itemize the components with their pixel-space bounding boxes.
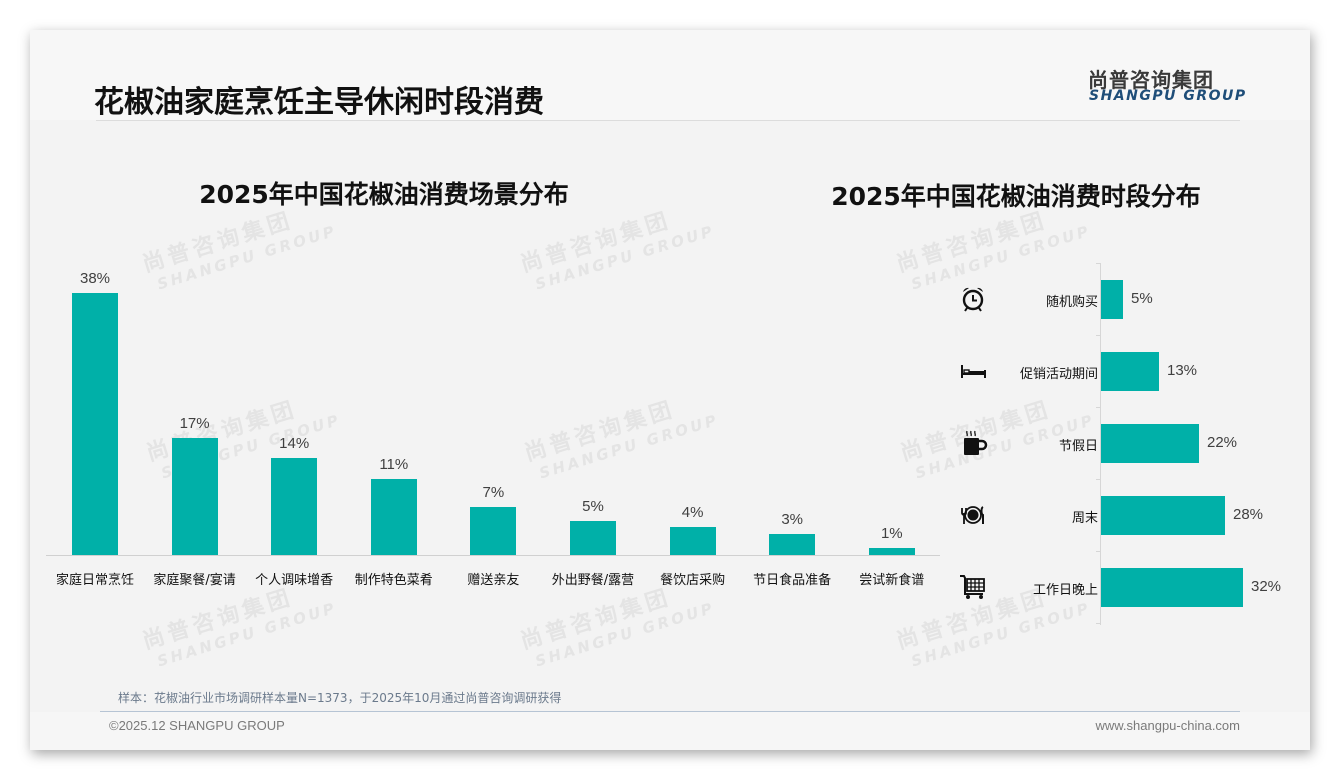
hot-coffee-icon (958, 428, 988, 458)
category-label: 家庭聚餐/宴请 (153, 573, 236, 588)
logo-chinese: 尚普咨询集团 (1088, 68, 1214, 92)
website-link[interactable]: www.shangpu-china.com (1095, 718, 1240, 733)
bar (1101, 352, 1159, 391)
bar (72, 293, 118, 555)
bar (669, 527, 716, 555)
bar-value-label: 14% (279, 435, 310, 452)
bar-value-label: 11% (379, 456, 409, 473)
y-axis-line (1100, 263, 1101, 625)
bar-value-label: 3% (781, 511, 804, 528)
bar (370, 479, 417, 555)
x-axis-baseline (46, 555, 940, 556)
footer-band (30, 712, 1310, 750)
category-label: 工作日晚上 (1032, 583, 1098, 598)
bar-value-label: 38% (79, 270, 111, 287)
axis-tick (1096, 335, 1101, 336)
category-label: 促销活动期间 (1019, 367, 1098, 382)
alarm-clock-icon (958, 284, 988, 314)
category-label: 家庭日常烹饪 (55, 573, 134, 588)
header-band (30, 30, 1310, 120)
category-label: 餐饮店采购 (660, 573, 726, 588)
sample-footnote: 样本：花椒油行业市场调研样本量N=1373，于2025年10月通过尚普咨询调研获… (118, 691, 562, 705)
bar-value-label: 1% (880, 525, 903, 542)
category-label: 周末 (1071, 511, 1098, 526)
bar-value-label: 7% (482, 484, 505, 501)
bar (769, 534, 816, 555)
bar-value-label: 5% (1131, 290, 1153, 307)
category-label: 个人调味增香 (255, 573, 334, 588)
bar (1101, 280, 1123, 319)
bar (570, 521, 616, 555)
axis-tick (1096, 623, 1101, 624)
bar (271, 458, 318, 555)
bar (1101, 424, 1199, 463)
slide: 花椒油家庭烹饪主导休闲时段消费 尚普咨询集团 SHANGPU GROUP 尚普咨… (30, 30, 1310, 750)
bar-value-label: 5% (582, 498, 604, 515)
header-divider (96, 120, 1240, 121)
bar-value-label: 17% (179, 415, 210, 432)
category-label: 尝试新食谱 (859, 573, 925, 588)
axis-tick (1096, 263, 1101, 264)
copyright: ©2025.12 SHANGPU GROUP (109, 718, 285, 733)
bed-icon (958, 356, 988, 386)
footer-divider (100, 711, 1240, 712)
axis-tick (1096, 479, 1101, 480)
category-label: 随机购买 (1045, 295, 1098, 310)
bar (171, 438, 218, 555)
axis-tick (1096, 551, 1101, 552)
logo-english: SHANGPU GROUP (1089, 88, 1247, 104)
period-chart-title: 2025年中国花椒油消费时段分布 (831, 182, 1201, 211)
category-label: 外出野餐/露营 (551, 573, 635, 588)
category-label: 制作特色菜肴 (354, 573, 433, 588)
shopping-cart-icon (958, 572, 988, 602)
bar-value-label: 32% (1251, 578, 1282, 595)
page-title: 花椒油家庭烹饪主导休闲时段消费 (94, 85, 544, 120)
bar (868, 548, 915, 555)
category-label: 节日食品准备 (753, 573, 832, 588)
bar-value-label: 28% (1233, 506, 1264, 523)
bar (1101, 496, 1225, 535)
bar (470, 507, 517, 555)
bar-value-label: 22% (1207, 434, 1238, 451)
bar-value-label: 13% (1167, 362, 1198, 379)
category-label: 赠送亲友 (467, 573, 520, 588)
bar-value-label: 4% (681, 504, 704, 521)
scene-chart-title: 2025年中国花椒油消费场景分布 (199, 180, 569, 209)
category-label: 节假日 (1058, 439, 1098, 454)
axis-tick (1096, 407, 1101, 408)
bar (1101, 568, 1243, 607)
scene-bar-chart: 38% 家庭日常烹饪 17% 家庭聚餐/宴请 14% 个人调味增香 11% 制作特色菜肴 7% 赠… (30, 30, 1310, 750)
plate-cutlery-icon (958, 500, 988, 530)
